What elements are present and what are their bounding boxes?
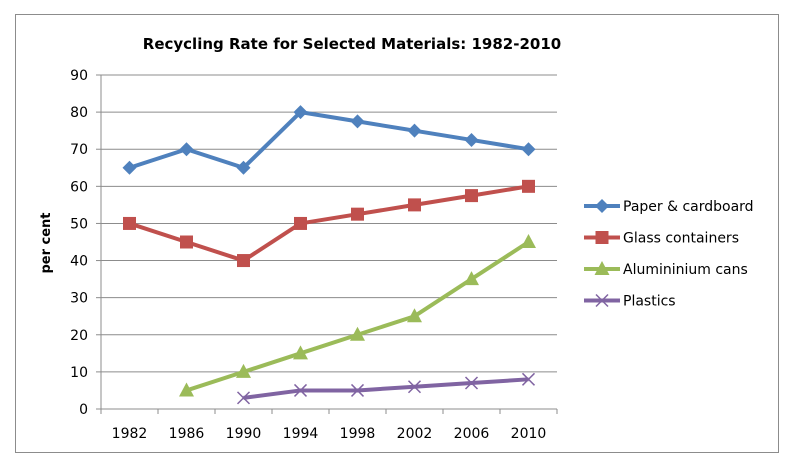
series-alumininium-cans — [179, 234, 536, 397]
data-point — [236, 391, 251, 405]
series-line — [128, 184, 529, 263]
legend-label: Paper & cardboard — [623, 199, 754, 215]
y-tick-label: 90 — [70, 68, 88, 84]
data-point — [294, 216, 307, 230]
data-point — [464, 132, 479, 147]
legend-label: Glass containers — [623, 231, 739, 247]
data-point — [407, 308, 422, 323]
data-point — [521, 372, 536, 386]
data-point — [122, 160, 137, 175]
y-tick-label: 80 — [70, 105, 88, 121]
chart-frame — [15, 14, 779, 453]
x-tick-label: 1986 — [169, 426, 205, 442]
data-point — [350, 383, 365, 397]
data-point — [407, 380, 422, 394]
y-tick-label: 70 — [70, 142, 88, 158]
y-axis-label: per cent — [39, 212, 54, 273]
data-point — [293, 105, 308, 120]
y-tick-label: 30 — [70, 291, 88, 307]
x-tick-label: 2002 — [397, 426, 433, 442]
y-tick-label: 20 — [70, 328, 88, 344]
legend-item: Alumininium cans — [584, 261, 748, 278]
series-line — [128, 110, 529, 170]
data-point — [123, 216, 136, 230]
series-glass-containers — [123, 179, 535, 268]
marker-stroke — [464, 376, 479, 390]
x-tick-label: 2010 — [511, 426, 547, 442]
marker-stroke — [521, 372, 536, 386]
legend-item: Paper & cardboard — [584, 199, 754, 215]
data-point — [180, 235, 193, 249]
data-point — [464, 376, 479, 390]
x-tick-label: 1998 — [340, 426, 376, 442]
data-point — [236, 160, 251, 175]
data-point — [293, 345, 308, 360]
marker-stroke — [595, 293, 609, 308]
data-point — [351, 207, 364, 221]
x-tick-label: 1990 — [226, 426, 262, 442]
chart-title: Recycling Rate for Selected Materials: 1… — [143, 35, 561, 53]
y-tick-label: 50 — [70, 216, 88, 232]
marker-stroke — [350, 383, 365, 397]
data-point — [464, 271, 479, 286]
data-point — [179, 142, 194, 157]
legend-marker — [595, 199, 609, 213]
x-tick-label: 1994 — [283, 426, 319, 442]
data-point — [179, 382, 194, 397]
x-tick-label: 2006 — [454, 426, 490, 442]
data-point — [236, 363, 251, 378]
data-point — [293, 383, 308, 397]
y-tick-label: 60 — [70, 179, 88, 195]
marker-stroke — [293, 383, 308, 397]
data-point — [407, 123, 422, 138]
y-tick-label: 10 — [70, 365, 88, 381]
y-tick-label: 0 — [79, 402, 88, 418]
x-tick-label: 1982 — [112, 426, 148, 442]
marker-stroke — [236, 391, 251, 405]
legend-label: Plastics — [623, 294, 676, 310]
series-line — [243, 377, 529, 400]
data-point — [237, 254, 250, 268]
data-point — [522, 179, 535, 193]
data-point — [521, 142, 536, 157]
data-point — [521, 234, 536, 248]
data-point — [350, 326, 365, 341]
legend-marker — [595, 231, 609, 244]
legend-marker — [594, 261, 610, 275]
legend-item: Plastics — [584, 294, 676, 310]
legend-marker — [595, 293, 609, 308]
data-point — [465, 189, 478, 203]
series-paper-cardboard — [122, 105, 536, 175]
data-point — [408, 198, 421, 212]
legend-item: Glass containers — [584, 231, 739, 247]
data-point — [350, 114, 365, 129]
y-tick-label: 40 — [70, 254, 88, 270]
series-plastics — [236, 372, 536, 405]
marker-stroke — [407, 380, 422, 394]
legend-label: Alumininium cans — [623, 262, 748, 278]
